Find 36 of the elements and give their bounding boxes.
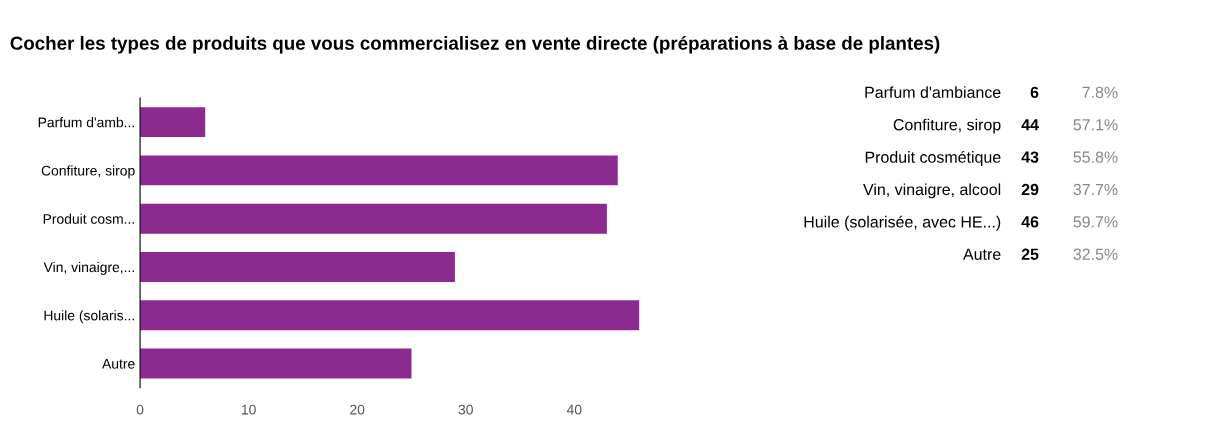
x-tick-label: 0 [136,404,144,415]
text: 44 [1021,119,1039,131]
text: Autre [963,248,1001,260]
text: 6 [1030,86,1039,99]
bar [140,155,618,186]
y-tick-label: Autre [102,359,135,369]
text: 7.8% [1082,86,1118,99]
text: 46 [1021,216,1039,228]
text: 32.5% [1073,248,1118,260]
bar [140,251,455,282]
text: Parfum d'ambiance [865,86,1001,99]
x-tick-label: 10 [241,404,256,415]
text: Confiture, sirop [893,118,1001,134]
y-tick-label: Confiture, sirop [41,165,135,179]
text: 37.7% [1073,183,1118,196]
text: 25 [1021,248,1039,260]
text: 59.7% [1073,216,1118,228]
bar [140,107,206,138]
x-tick-label: 40 [566,404,582,415]
y-tick-label: Produit cosm... [43,213,134,224]
text: Produit cosmétique [865,150,1001,167]
text: 43 [1021,151,1039,163]
bar [140,300,640,331]
text: 55.8% [1073,151,1118,163]
x-tick-label: 30 [458,404,473,415]
x-tick-label: 20 [350,404,365,415]
y-tick-label: Parfum d'amb... [38,117,134,128]
text: Huile (solarisée, avec HE...) [804,215,1001,231]
text: 57.1% [1073,119,1118,131]
bar [140,203,607,234]
y-tick-label: Huile (solaris... [44,310,134,324]
bar [140,348,412,379]
text: Vin, vinaigre, alcool [863,183,1001,199]
chart-title: Cocher les types de produits que vous commercialisez en vente directe (préparations à base de plantes) [10,35,940,54]
y-tick-label: Vin, vinaigre,... [43,261,134,275]
text: 29 [1021,183,1039,196]
